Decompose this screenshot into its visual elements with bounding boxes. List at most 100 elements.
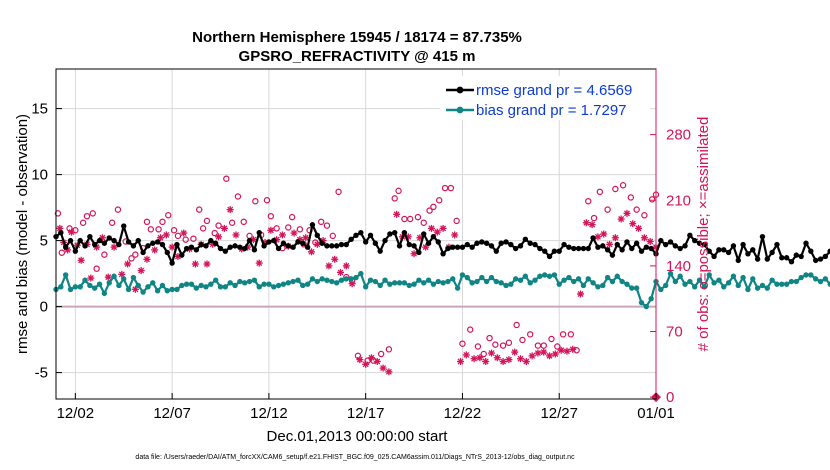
obs-assimilated-point bbox=[362, 360, 370, 368]
obs-possible-point bbox=[430, 203, 437, 211]
bias-point bbox=[333, 280, 340, 286]
rmse-point bbox=[125, 239, 132, 245]
rmse-point bbox=[135, 237, 141, 244]
rmse-point bbox=[62, 244, 69, 250]
rmse-point bbox=[338, 241, 345, 248]
rmse-point bbox=[377, 248, 383, 254]
bias-point bbox=[87, 282, 93, 289]
rmse-point bbox=[469, 244, 475, 250]
bias-point bbox=[542, 272, 548, 278]
obs-possible-point bbox=[285, 224, 292, 231]
bias-point bbox=[179, 282, 185, 289]
bias-point bbox=[121, 276, 127, 282]
obs-possible-point bbox=[147, 226, 155, 233]
bias-point bbox=[575, 276, 582, 282]
rmse-point bbox=[174, 241, 180, 248]
bias-point bbox=[508, 281, 514, 287]
asterisk-stroke bbox=[494, 354, 501, 361]
rmse-point bbox=[387, 231, 393, 237]
bias-point bbox=[348, 276, 354, 282]
x-tick-label: 01/01 bbox=[637, 405, 675, 422]
bias-point bbox=[203, 284, 209, 290]
obs-assimilated-point bbox=[540, 348, 548, 356]
obs-possible-point bbox=[447, 184, 455, 192]
rmse-point bbox=[416, 249, 422, 256]
bias-point bbox=[793, 278, 800, 285]
bias-point bbox=[164, 288, 170, 294]
bias-point bbox=[498, 280, 504, 286]
asterisk-stroke bbox=[105, 274, 112, 281]
bias-point bbox=[774, 281, 780, 287]
bias-point bbox=[96, 281, 103, 287]
bias-point bbox=[735, 282, 741, 289]
rmse-point bbox=[706, 248, 712, 254]
bias-point bbox=[300, 282, 306, 289]
rmse-point bbox=[793, 252, 800, 258]
legend-bias-label: bias grand pr = 1.7297 bbox=[476, 102, 627, 119]
bias-point bbox=[135, 282, 141, 289]
rmse-point bbox=[508, 241, 514, 248]
rmse-point bbox=[638, 248, 645, 254]
asterisk-stroke bbox=[451, 231, 458, 238]
rmse-point bbox=[396, 243, 403, 249]
asterisk-stroke bbox=[151, 246, 158, 253]
obs-possible-point bbox=[273, 225, 280, 232]
bias-point bbox=[77, 284, 83, 290]
obs-possible-point bbox=[58, 249, 66, 256]
rmse-point bbox=[309, 222, 316, 228]
bias-point bbox=[261, 281, 267, 287]
data-file-footnote: data file: /Users/raeder/DAI/ATM_forcXX/… bbox=[135, 454, 575, 461]
y-axis-label-right: # of obs: o=possible; ×=assimilated bbox=[695, 117, 712, 352]
rmse-point bbox=[314, 232, 320, 239]
asterisk-stroke bbox=[476, 354, 483, 361]
obs-possible-point bbox=[648, 196, 656, 203]
rmse-point bbox=[619, 247, 625, 253]
obs-possible-point bbox=[79, 219, 87, 226]
bias-point bbox=[604, 274, 611, 281]
asterisk-stroke bbox=[505, 356, 512, 363]
bias-point bbox=[779, 281, 785, 287]
obs-possible-point bbox=[190, 235, 197, 242]
asterisk-stroke bbox=[227, 206, 234, 213]
asterisk-stroke bbox=[416, 234, 423, 241]
asterisk-stroke bbox=[594, 233, 601, 240]
bias-point bbox=[169, 286, 175, 293]
rmse-point bbox=[633, 240, 640, 246]
rmse-point bbox=[116, 241, 122, 248]
rmse-point bbox=[329, 243, 335, 249]
obs-assimilated-point bbox=[385, 368, 393, 376]
rmse-point bbox=[687, 232, 693, 239]
bias-point bbox=[372, 278, 379, 285]
asterisk-stroke bbox=[368, 354, 375, 361]
obs-assimilated-point bbox=[373, 358, 381, 365]
obs-possible-point bbox=[391, 195, 398, 202]
asterisk-stroke bbox=[517, 355, 524, 362]
asterisk-stroke bbox=[647, 238, 654, 245]
obs-possible-point bbox=[385, 346, 393, 353]
obs-possible-point bbox=[252, 197, 259, 205]
bias-point bbox=[682, 281, 688, 287]
rmse-point bbox=[745, 251, 751, 257]
obs-possible-point bbox=[596, 188, 604, 196]
rmse-point bbox=[406, 241, 412, 248]
obs-assimilated-point bbox=[151, 246, 159, 254]
rmse-point bbox=[498, 240, 504, 246]
asterisk-stroke bbox=[215, 233, 222, 240]
bias-point bbox=[445, 278, 451, 285]
rmse-point bbox=[425, 240, 432, 246]
obs-assimilated-point bbox=[551, 350, 559, 358]
rmse-point bbox=[217, 245, 224, 252]
bias-point bbox=[571, 278, 577, 285]
obs-assimilated-point bbox=[629, 220, 637, 228]
obs-possible-point bbox=[128, 255, 135, 262]
asterisk-stroke bbox=[314, 241, 321, 248]
obs-possible-point bbox=[401, 215, 408, 223]
right-tick-label: 0 bbox=[666, 389, 674, 406]
bias-point bbox=[309, 276, 316, 282]
rmse-point bbox=[483, 240, 490, 246]
bias-point bbox=[561, 277, 567, 283]
rmse-point bbox=[435, 239, 441, 245]
asterisk-stroke bbox=[523, 358, 530, 365]
asterisk-stroke bbox=[629, 220, 636, 227]
